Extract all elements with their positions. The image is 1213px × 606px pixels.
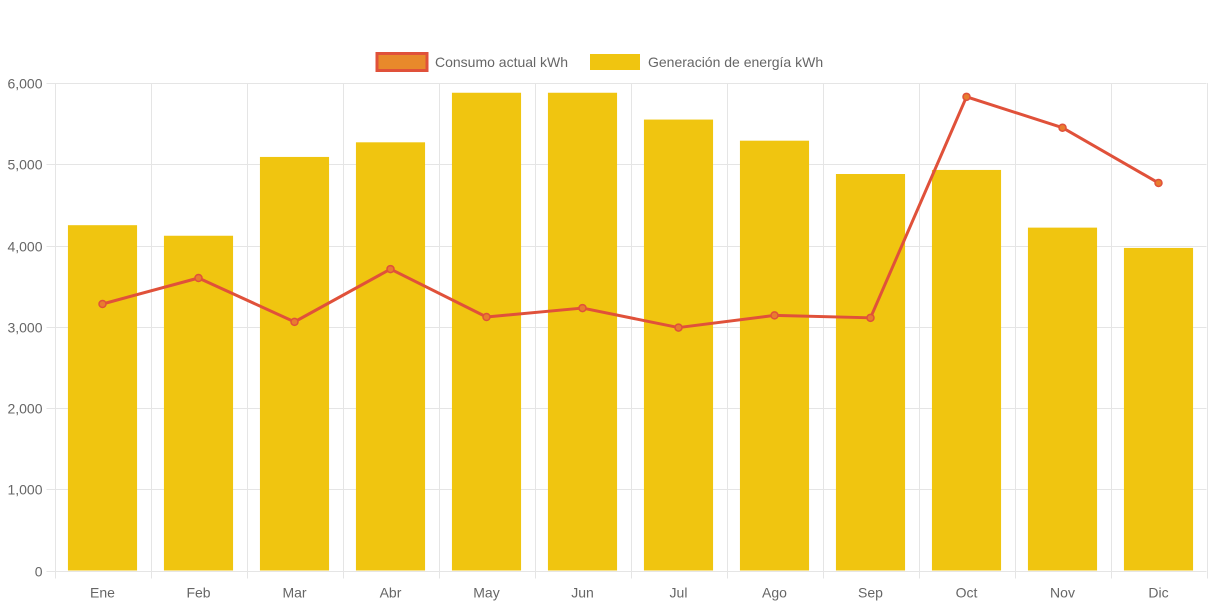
x-tick-label-abr: Abr [380, 585, 402, 601]
point-consumo-oct[interactable] [962, 92, 971, 102]
bar-series-generacion [67, 92, 1194, 571]
bar-dic[interactable] [1123, 247, 1194, 571]
y-tick-label: 5,000 [7, 157, 42, 173]
y-tick-label: 4,000 [7, 239, 42, 255]
point-consumo-jun[interactable] [578, 303, 587, 313]
x-tick-label-ago: Ago [762, 585, 787, 601]
point-consumo-mar[interactable] [290, 317, 299, 327]
point-consumo-nov[interactable] [1058, 123, 1067, 132]
y-tick-label: 3,000 [7, 320, 42, 336]
y-tick-label: 0 [35, 564, 43, 580]
point-consumo-jul[interactable] [674, 323, 683, 332]
x-tick-label-nov: Nov [1050, 585, 1075, 601]
point-consumo-may[interactable] [482, 312, 491, 322]
legend-item-generacion[interactable]: Generación de energía kWh [590, 54, 823, 70]
bar-may[interactable] [451, 92, 522, 571]
bar-ene[interactable] [67, 225, 138, 571]
point-consumo-ene[interactable] [98, 299, 107, 309]
x-tick-label-jun: Jun [571, 585, 594, 601]
y-tick-label: 2,000 [7, 401, 42, 417]
point-consumo-sep[interactable] [866, 313, 875, 323]
legend-swatch-consumo [375, 52, 429, 72]
bar-sep[interactable] [835, 174, 906, 571]
legend-item-consumo[interactable]: Consumo actual kWh [375, 52, 568, 72]
bar-mar[interactable] [259, 156, 330, 571]
line-series-consumo [98, 92, 1163, 332]
bar-feb[interactable] [163, 235, 234, 571]
bar-abr[interactable] [355, 142, 426, 571]
x-tick-label-dic: Dic [1148, 585, 1168, 601]
consumo-line [102, 95, 1160, 330]
x-tick-label-oct: Oct [956, 585, 978, 601]
point-consumo-dic[interactable] [1154, 178, 1163, 188]
legend-label-consumo: Consumo actual kWh [435, 54, 568, 70]
y-tick-label: 6,000 [7, 76, 42, 92]
y-axis: 0 1,000 2,000 3,000 4,000 5,000 6,000 [7, 76, 42, 580]
x-tick-label-jul: Jul [670, 585, 688, 601]
x-tick-label-may: May [473, 585, 499, 601]
x-tick-label-feb: Feb [186, 585, 210, 601]
point-consumo-abr[interactable] [386, 264, 395, 274]
bar-jul[interactable] [643, 119, 714, 571]
point-consumo-ago[interactable] [770, 311, 779, 320]
x-tick-label-sep: Sep [858, 585, 883, 601]
bar-ago[interactable] [739, 140, 810, 571]
y-tick-label: 1,000 [7, 482, 42, 498]
x-tick-label-mar: Mar [282, 585, 306, 601]
x-tick-label-ene: Ene [90, 585, 115, 601]
point-consumo-feb[interactable] [194, 273, 203, 283]
bar-nov[interactable] [1027, 227, 1098, 571]
x-axis: Ene Feb Mar Abr May Jun Jul Ago Sep Oct Nov Dic [90, 585, 1169, 601]
bar-oct[interactable] [931, 169, 1002, 571]
legend: Consumo actual kWh Generación de energía… [375, 52, 823, 72]
legend-label-generacion: Generación de energía kWh [648, 54, 823, 70]
legend-swatch-generacion [590, 54, 640, 70]
grid [46, 83, 1208, 579]
bar-jun[interactable] [547, 92, 618, 571]
